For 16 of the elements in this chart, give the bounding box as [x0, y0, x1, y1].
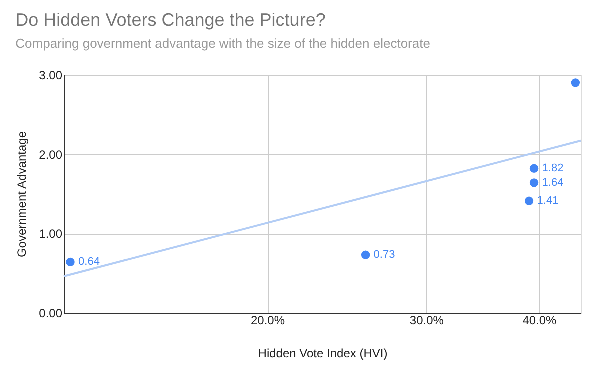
- x-tick-label: 40.0%: [522, 314, 558, 328]
- y-tick-label: 1.00: [39, 227, 63, 242]
- x-axis-title: Hidden Vote Index (HVI): [258, 346, 388, 360]
- x-tick-label: 20.0%: [250, 314, 286, 328]
- data-label: 1.41: [537, 195, 559, 208]
- y-tick-label: 2.00: [39, 148, 63, 162]
- data-label: 0.64: [78, 256, 100, 268]
- data-label: 0.73: [374, 249, 396, 262]
- x-tick-label: 30.0%: [410, 314, 444, 328]
- data-label: 1.82: [542, 162, 564, 175]
- y-tick-label: 3.00: [39, 68, 63, 82]
- data-label: 1.64: [542, 176, 564, 189]
- y-tick-label: 0.00: [39, 306, 63, 320]
- chart-subtitle: Comparing government advantage with the size of the hidden electorate: [16, 36, 430, 51]
- y-axis-title: Government Advantage: [15, 131, 30, 258]
- chart-title: Do Hidden Voters Change the Picture?: [16, 10, 326, 30]
